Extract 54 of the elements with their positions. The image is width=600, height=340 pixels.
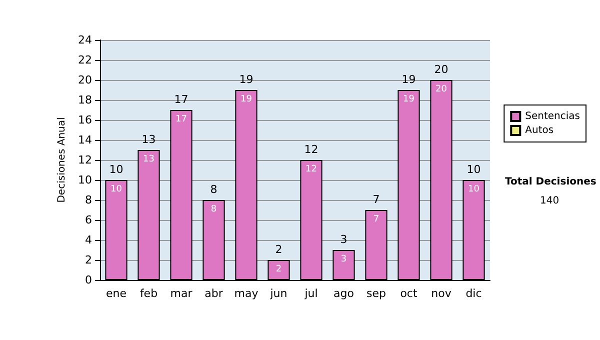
y-tick-label: 16 bbox=[78, 114, 92, 126]
x-tick-label: nov bbox=[431, 287, 452, 300]
y-tick-label: 14 bbox=[78, 134, 92, 146]
x-tick-label: oct bbox=[400, 287, 418, 300]
text: 19 bbox=[402, 73, 416, 86]
data-label: 10 bbox=[110, 184, 122, 194]
x-tick-label: jun bbox=[269, 287, 288, 300]
y-tick-label: 6 bbox=[85, 214, 92, 226]
legend-label: Sentencias bbox=[525, 111, 580, 122]
text: 3 bbox=[340, 233, 348, 246]
text: 8 bbox=[210, 183, 218, 196]
y-tick-label: 22 bbox=[78, 54, 92, 66]
data-label: 2 bbox=[276, 264, 282, 274]
x-tick-label: abr bbox=[204, 287, 224, 300]
text: 17 bbox=[174, 93, 188, 106]
x-tick-label: mar bbox=[170, 287, 193, 300]
y-tick-label: 12 bbox=[78, 154, 92, 166]
y-tick-label: 4 bbox=[85, 234, 92, 246]
y-tick-label: 8 bbox=[85, 194, 92, 206]
x-tick-label: dic bbox=[466, 287, 482, 300]
text: 19 bbox=[239, 73, 254, 86]
y-axis-title: Decisiones Anual bbox=[56, 117, 68, 203]
data-label: 3 bbox=[340, 254, 347, 264]
data-label: 13 bbox=[143, 154, 154, 164]
x-tick-label: feb bbox=[140, 287, 158, 300]
y-tick-label: 18 bbox=[78, 94, 92, 106]
text: 20 bbox=[434, 63, 448, 76]
x-tick-label: ago bbox=[334, 287, 354, 300]
text: 13 bbox=[142, 133, 156, 146]
text: 12 bbox=[304, 143, 318, 156]
data-label: 12 bbox=[306, 164, 317, 174]
text: Total Decisiones bbox=[505, 176, 596, 188]
y-tick-label: 0 bbox=[85, 274, 92, 286]
y-tick-label: 2 bbox=[85, 254, 92, 266]
data-label: 17 bbox=[176, 114, 187, 124]
data-label: 10 bbox=[468, 184, 480, 194]
text: 2 bbox=[275, 243, 282, 256]
y-tick-label: 10 bbox=[78, 174, 92, 186]
x-tick-label: jul bbox=[304, 287, 318, 300]
x-tick-label: may bbox=[234, 287, 259, 300]
data-label: 20 bbox=[436, 84, 448, 94]
y-tick-label: 24 bbox=[78, 34, 92, 46]
y-tick-label: 20 bbox=[78, 74, 92, 86]
text: 7 bbox=[372, 193, 380, 206]
x-tick-label: ene bbox=[106, 287, 127, 300]
text: 10 bbox=[466, 163, 481, 176]
text: 10 bbox=[109, 163, 124, 176]
data-label: 19 bbox=[240, 94, 252, 104]
legend-label: Autos bbox=[525, 125, 554, 136]
data-label: 19 bbox=[403, 94, 415, 104]
text: 140 bbox=[540, 196, 560, 206]
data-label: 7 bbox=[373, 214, 380, 224]
x-tick-label: sep bbox=[366, 287, 386, 300]
data-label: 8 bbox=[210, 204, 217, 214]
